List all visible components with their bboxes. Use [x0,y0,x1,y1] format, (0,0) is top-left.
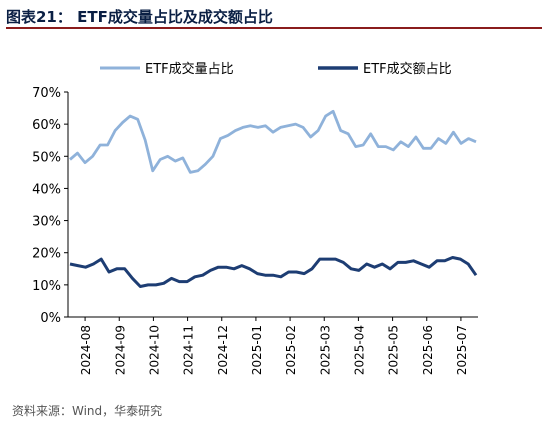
figure-title: 图表21： ETF成交量占比及成交额占比 [6,8,273,26]
chart-series [69,109,478,288]
y-tick-label: 40% [32,182,61,197]
chart-legend: ETF成交量占比 ETF成交额占比 [100,61,452,77]
header-divider [6,27,542,29]
series-line-2 [69,256,478,288]
x-tick-label: 2024-10 [147,325,161,375]
x-tick-label: 2025-04 [352,325,366,375]
figure-header: 图表21： ETF成交量占比及成交额占比 [6,4,546,29]
y-tick-label: 20% [32,247,61,262]
legend-label-1: ETF成交量占比 [145,61,234,77]
series-line-1 [69,109,477,174]
y-tick-label: 60% [32,118,61,133]
legend-label-2: ETF成交额占比 [363,61,452,77]
x-tick-label: 2025-05 [387,325,401,375]
y-tick-label: 0% [40,311,61,326]
x-tick-label: 2024-08 [79,325,93,375]
line-chart: 0% 10% 20% 30% 40% 50% 60% 70% 2024-08 2024-09 202… [32,61,478,375]
y-tick-label: 50% [32,150,61,165]
x-tick-label: 2025-02 [284,325,298,375]
y-tick-label: 10% [32,279,61,294]
x-tick-label: 2024-09 [113,325,127,375]
y-tick-label: 30% [32,215,61,230]
y-tick-label: 70% [32,86,61,101]
x-tick-label: 2025-07 [455,325,469,375]
x-tick-label: 2025-03 [318,325,332,375]
x-tick-label: 2025-01 [250,325,264,375]
chart-axes: 0% 10% 20% 30% 40% 50% 60% 70% 2024-08 2024-09 202… [32,86,478,375]
x-tick-label: 2025-06 [421,325,435,375]
x-tick-label: 2024-12 [216,325,230,375]
x-tick-label: 2024-11 [182,325,196,375]
source-note: 资料来源：Wind，华泰研究 [12,404,163,418]
